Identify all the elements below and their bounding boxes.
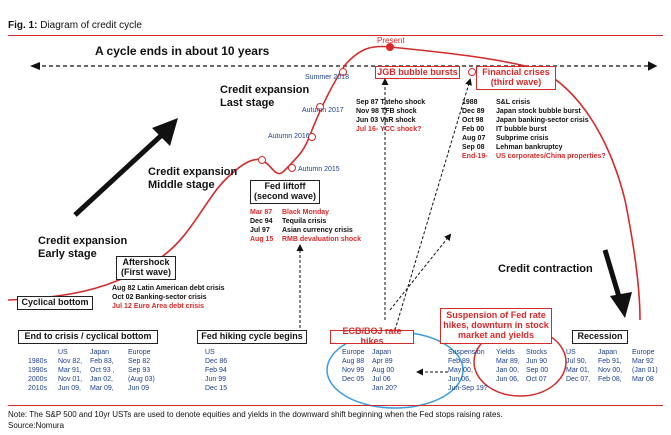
stage-early: Credit expansion Early stage [38,235,128,260]
recession-box: Recession [572,330,628,344]
stage-middle: Credit expansion Middle stage [148,166,238,191]
present-label: Present [377,36,405,45]
financial-crises-events: 1988 S&L crisis Dec 89 Japan stock bubble … [462,99,606,160]
timeline-summer-2018: Summer 2018 [305,74,349,81]
aftershock-events: Aug 82 Latin American debt crisis Oct 02… [112,285,225,310]
fed-liftoff-box: Fed liftoff (second wave) [250,180,320,204]
jgb-event-row: Jul 16- YCC shock? [356,126,422,133]
ecb-boj-table: Europe Japan Aug 88 Apr 89 Nov 99 Aug 00 De… [342,349,397,392]
early-growth-arrow [73,130,167,217]
milestone-markers [258,66,476,172]
jgb-event-row: Jun 03 VaR shock [356,117,416,124]
aftershock-box: Aftershock (First wave) [116,256,176,280]
recession-table: US Japan Europe Jul 90, Feb 91, Mar 92 Mar 0… [566,349,658,383]
jgb-bubble-box: JGB bubble bursts [375,66,460,79]
figure-label: Fig. 1: [8,20,38,31]
early-growth-arrowhead [152,118,178,146]
jgb-events: Sep 87 Tateho shock Nov 98 TFB shock Jun… [356,98,425,134]
end-crisis-box: End to crisis / cyclical bottom [18,330,158,344]
present-dot [386,43,394,51]
dashed-connectors [296,78,472,376]
fed-liftoff-events: Mar 87 Black Monday Dec 94 Tequila crisis … [250,209,361,243]
fed-hiking-table: US Dec 86 Feb 94 Jun 99 Dec 15 [205,349,228,392]
contraction-arrow [602,249,623,301]
cycle-duration-text: A cycle ends in about 10 years [95,44,270,58]
stage-last: Credit expansion Last stage [220,84,310,109]
end-crisis-table: US Japan Europe 1980s Nov 82, Feb 83, Sep 82 … [28,349,155,392]
fed-hiking-box: Fed hiking cycle begins [197,330,307,344]
cycle-arrow-left-head [30,62,40,70]
source-text: Source:Nomura [8,421,65,430]
footer-rule [8,405,663,406]
suspension-table: Suspension Yields Stocks Feb 89, Mar 89, Jun… [448,349,549,392]
suspension-box: Suspension of Fed rate hikes, downturn in… [440,308,552,344]
credit-curve [7,45,641,321]
financial-crises-box: Financial crises (third wave) [476,66,556,90]
jgb-event-row: Nov 98 TFB shock [356,108,417,115]
cyclical-bottom-box: Cyclical bottom [17,296,93,310]
jgb-event-row: Sep 87 Tateho shock [356,99,426,106]
ecb-boj-box: ECB/BOJ rate hikes [330,326,414,346]
contraction-arrowhead [610,292,632,318]
title-rule [8,35,663,36]
stage-contraction: Credit contraction [498,263,593,275]
timeline-autumn-2016: Autumn 2016 [268,133,310,140]
timeline-autumn-2015: Autumn 2015 [298,166,340,173]
timeline-autumn-2017: Autumn 2017 [302,107,344,114]
figure-title-text: Diagram of credit cycle [40,20,142,31]
figure-title: Fig. 1: Diagram of credit cycle [8,20,142,32]
note-text: Note: The S&P 500 and 10yr USTs are used… [8,410,503,419]
